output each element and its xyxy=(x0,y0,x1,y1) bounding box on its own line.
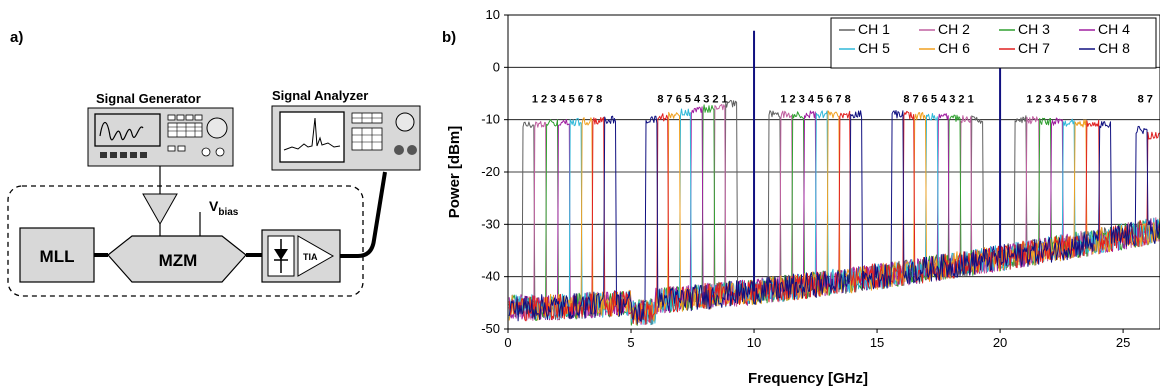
y-tick-label: -40 xyxy=(481,269,500,284)
legend-entry: CH 5 xyxy=(858,40,890,56)
x-tick-label: 20 xyxy=(993,335,1007,350)
legend-entry: CH 8 xyxy=(1098,40,1130,56)
x-tick-label: 15 xyxy=(870,335,884,350)
panel-b-label: b) xyxy=(442,29,456,46)
trace-ch-7 xyxy=(508,110,1160,325)
x-tick-label: 5 xyxy=(627,335,634,350)
channel-order-label: 8 7 xyxy=(1138,93,1153,105)
channel-order-label: 1 2 3 4 5 6 7 8 xyxy=(780,93,850,105)
y-axis-title: Power [dBm] xyxy=(446,126,463,219)
legend-entry: CH 3 xyxy=(1018,21,1050,37)
legend-entry: CH 1 xyxy=(858,21,890,37)
mll-label: MLL xyxy=(40,247,75,266)
channel-order-label: 1 2 3 4 5 6 7 8 xyxy=(1026,93,1096,105)
y-tick-label: -10 xyxy=(481,112,500,127)
trace-ch-8 xyxy=(508,110,1160,325)
photodiode-icon xyxy=(274,239,288,273)
x-tick-labels: 0 5 10 15 20 25 xyxy=(504,329,1130,350)
vbias-label: Vbias xyxy=(209,198,239,218)
legend: CH 1 CH 2 CH 3 CH 4 CH 5 CH 6 CH 7 CH 8 xyxy=(830,17,1157,69)
x-tick-label: 10 xyxy=(747,335,761,350)
channel-order-label: 1 2 3 4 5 6 7 8 xyxy=(532,93,602,105)
legend-entry: CH 7 xyxy=(1018,40,1050,56)
legend-entry: CH 2 xyxy=(938,21,970,37)
y-tick-label: -30 xyxy=(481,216,500,231)
panel-a-label: a) xyxy=(10,29,23,46)
y-tick-label: 10 xyxy=(486,7,500,22)
y-tick-labels: 10 0 -10 -20 -30 -40 -50 xyxy=(481,7,508,336)
y-tick-label: 0 xyxy=(493,59,500,74)
x-tick-label: 25 xyxy=(1116,335,1130,350)
signal-generator-icon xyxy=(87,107,234,167)
legend-entry: CH 4 xyxy=(1098,21,1130,37)
x-axis-title: Frequency [GHz] xyxy=(748,370,868,387)
tia-to-analyzer-cable xyxy=(340,171,387,258)
x-tick-label: 0 xyxy=(504,335,511,350)
signal-generator-label: Signal Generator xyxy=(96,91,201,106)
dashed-enclosure xyxy=(7,185,364,297)
channel-group-labels: 1 2 3 4 5 6 7 8 8 7 6 5 4 3 2 1 1 2 3 4 5 … xyxy=(532,93,1153,105)
rf-amplifier-triangle xyxy=(142,193,178,226)
tia-triangle xyxy=(297,235,335,277)
plot-traces xyxy=(508,30,1160,326)
signal-analyzer-label: Signal Analyzer xyxy=(272,88,368,103)
legend-entry: CH 6 xyxy=(938,40,970,56)
tia-label: TIA xyxy=(303,252,318,262)
panel-a-setup-diagram: a) Signal Generator xyxy=(7,29,421,297)
channel-order-label: 8 7 6 5 4 3 2 1 xyxy=(657,93,727,105)
channel-order-label: 8 7 6 5 4 3 2 1 xyxy=(903,93,973,105)
trace-ch-4 xyxy=(508,106,1160,325)
legend-box xyxy=(830,17,1157,69)
panel-b-spectrum-chart: b) Power [dBm] Frequency [GHz] 10 0 -10 -20… xyxy=(442,7,1160,387)
signal-analyzer-icon xyxy=(271,105,421,171)
mzm-label: MZM xyxy=(159,251,198,270)
y-tick-label: -20 xyxy=(481,164,500,179)
plot-frame xyxy=(507,14,1160,330)
mll-box xyxy=(19,227,95,283)
y-tick-label: -50 xyxy=(481,321,500,336)
